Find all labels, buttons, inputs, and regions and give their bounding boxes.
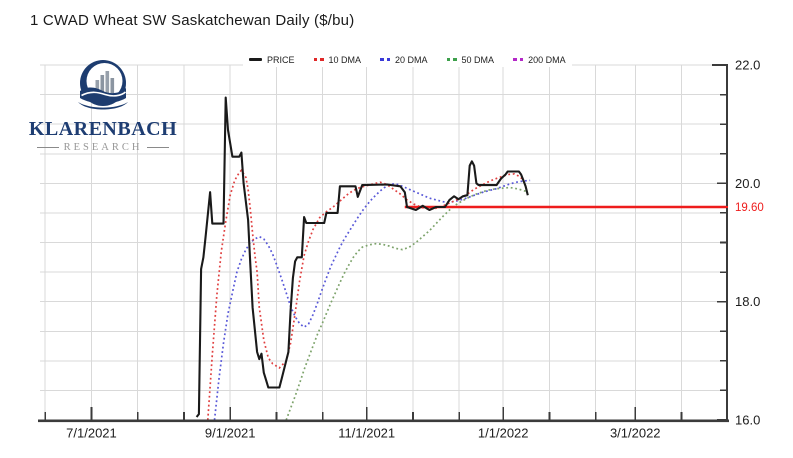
legend-item-dma20: 20 DMA bbox=[380, 55, 428, 65]
legend-swatch-price bbox=[249, 57, 262, 62]
logo-name: KLARENBACH bbox=[28, 118, 178, 140]
series-10-dma bbox=[206, 168, 524, 421]
klarenbach-logo: KLARENBACH RESEARCH bbox=[22, 58, 184, 153]
y-tick-label: 16.0 bbox=[735, 413, 760, 428]
legend-item-dma10: 10 DMA bbox=[313, 54, 362, 65]
logo-dash-right bbox=[147, 147, 170, 148]
x-tick-label: 7/1/2021 bbox=[66, 426, 117, 441]
x-tick-label: 11/1/2021 bbox=[338, 426, 395, 441]
series-50-dma bbox=[285, 186, 529, 421]
level-label: 19.60 bbox=[735, 202, 764, 214]
chart-title: 1 CWAD Wheat SW Saskatchewan Daily ($/bu… bbox=[30, 12, 355, 29]
x-tick-label: 3/1/2022 bbox=[610, 426, 661, 441]
x-axis-line bbox=[38, 419, 729, 423]
x-tick-label: 9/1/2021 bbox=[205, 426, 256, 441]
legend-item-dma50: 50 DMA bbox=[446, 54, 495, 65]
legend-label-dma200: 200 DMA bbox=[528, 54, 566, 65]
legend-swatch-dma10 bbox=[313, 57, 324, 62]
legend-swatch-dma200 bbox=[513, 57, 524, 62]
y-tick-label: 18.0 bbox=[735, 294, 760, 309]
x-tick-label: 1/1/2022 bbox=[478, 426, 529, 441]
klarenbach-emblem-icon bbox=[78, 60, 128, 110]
legend-label-dma50: 50 DMA bbox=[461, 54, 495, 65]
legend-label-price: PRICE bbox=[267, 54, 295, 65]
legend-label-dma20: 20 DMA bbox=[395, 54, 428, 65]
logo-dash-left bbox=[36, 147, 59, 148]
y-tick-label: 22.0 bbox=[735, 58, 760, 73]
legend-item-dma200: 200 DMA bbox=[513, 55, 566, 65]
logo-subtitle: RESEARCH bbox=[36, 142, 170, 153]
y-tick-label: 20.0 bbox=[735, 176, 760, 191]
legend-swatch-dma50 bbox=[446, 57, 457, 62]
series-20-dma bbox=[213, 179, 531, 421]
series-price bbox=[195, 96, 529, 418]
legend-swatch-dma20 bbox=[380, 57, 391, 62]
legend: PRICE 10 DMA 20 DMA 50 DMA 200 DMA bbox=[243, 52, 572, 67]
legend-item-price: PRICE bbox=[249, 55, 295, 65]
legend-label-dma10: 10 DMA bbox=[328, 54, 362, 65]
